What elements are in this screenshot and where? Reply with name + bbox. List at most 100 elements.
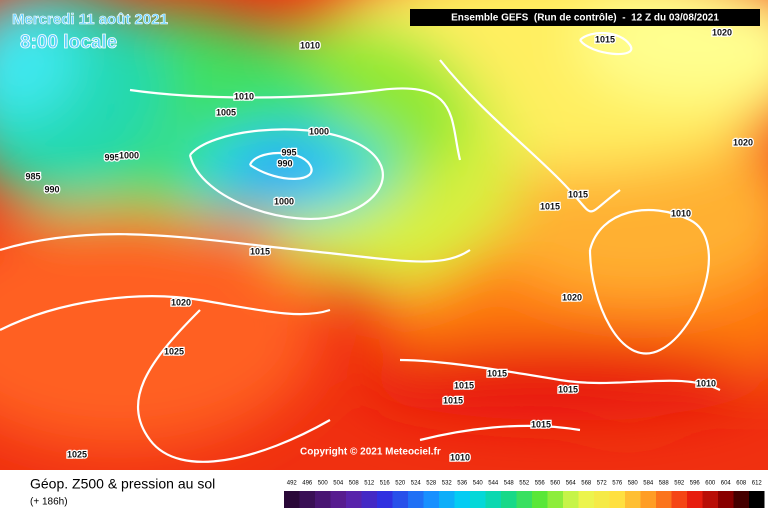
isobar-label: 1010 [234, 91, 254, 101]
isobar-label: 1010 [450, 452, 470, 462]
scale-swatch [702, 491, 718, 508]
scale-label: 580 [628, 481, 639, 487]
scale-swatch [516, 491, 532, 508]
scale-label: 584 [643, 481, 654, 487]
isobar-label: 1015 [454, 380, 474, 390]
scale-swatch [656, 491, 672, 508]
isobar [188, 128, 384, 220]
scale-label: 608 [736, 481, 747, 487]
isobar-label: 1015 [595, 34, 615, 44]
scale-swatch [423, 491, 439, 508]
isobar [419, 424, 581, 442]
scale-swatch [346, 491, 362, 508]
isobar-label: 1015 [443, 395, 463, 405]
scale-label: 540 [473, 481, 484, 487]
isobar-label: 1005 [216, 107, 236, 117]
isobar-label: 1010 [300, 40, 320, 50]
scale-swatch [718, 491, 734, 508]
scale-swatch [532, 491, 548, 508]
isobar [0, 233, 471, 263]
scale-swatch [547, 491, 563, 508]
scale-swatch [609, 491, 625, 508]
isobar [248, 151, 313, 180]
scale-swatch [485, 491, 501, 508]
scale-label: 588 [659, 481, 670, 487]
isobar-label: 1015 [250, 246, 270, 256]
scale-label: 548 [504, 481, 515, 487]
isobar-label: 1020 [712, 27, 732, 37]
scale-swatch [439, 491, 455, 508]
scale-label: 504 [333, 481, 344, 487]
isobar-label: 1025 [164, 346, 184, 356]
isobar-label: 1020 [562, 292, 582, 302]
isobar-label: 1000 [274, 196, 294, 206]
run-info: Ensemble GEFS (Run de contrôle) - 12 Z d… [451, 13, 719, 24]
scale-label: 524 [411, 481, 422, 487]
scale-label: 564 [566, 481, 577, 487]
scale-label: 492 [287, 481, 298, 487]
scale-swatch [749, 491, 765, 508]
isobar [136, 309, 331, 463]
scale-label: 508 [349, 481, 360, 487]
scale-label: 592 [674, 481, 685, 487]
scale-label: 552 [519, 481, 530, 487]
isobar-label: 1015 [568, 189, 588, 199]
isobar-label: 995 [281, 147, 296, 157]
scale-swatch [563, 491, 579, 508]
isobar-label: 1000 [119, 150, 139, 160]
scale-label: 512 [364, 481, 375, 487]
isobar-label: 1015 [531, 419, 551, 429]
scale-label: 568 [581, 481, 592, 487]
isobar [579, 32, 633, 56]
isobar-label: 985 [25, 171, 40, 181]
scale-label: 604 [721, 481, 732, 487]
scale-swatch [454, 491, 470, 508]
caption-lead: (+ 186h) [30, 497, 68, 508]
time: 8:00 locale [20, 32, 117, 53]
scale-label: 556 [535, 481, 546, 487]
scale-label: 500 [318, 481, 329, 487]
isobar-label: 1015 [487, 368, 507, 378]
scale-label: 516 [380, 481, 391, 487]
isobar-label: 1015 [540, 201, 560, 211]
scale-swatch [361, 491, 377, 508]
scale-label: 560 [550, 481, 561, 487]
isobar-label: 1020 [733, 137, 753, 147]
isobar [439, 59, 621, 213]
scale-label: 536 [457, 481, 468, 487]
isobar-label: 990 [44, 184, 59, 194]
scale-label: 600 [705, 481, 716, 487]
scale-swatch [330, 491, 346, 508]
isobar-label: 1010 [696, 378, 716, 388]
isobar-label: 1025 [67, 449, 87, 459]
scale-swatch [315, 491, 331, 508]
scale-swatch [284, 491, 300, 508]
scale-swatch [625, 491, 641, 508]
scale-label: 612 [752, 481, 763, 487]
scale-swatch [408, 491, 424, 508]
scale-swatch [594, 491, 610, 508]
scale-swatch [687, 491, 703, 508]
isobar [0, 295, 331, 331]
scale-label: 596 [690, 481, 701, 487]
scale-label: 572 [597, 481, 608, 487]
scale-swatch [671, 491, 687, 508]
scale-swatch [501, 491, 517, 508]
run-box [410, 9, 760, 26]
scale-label: 532 [442, 481, 453, 487]
isobar [129, 87, 462, 161]
copyright: Copyright © 2021 Meteociel.fr [300, 447, 441, 458]
scale-label: 576 [612, 481, 623, 487]
isobar-label: 995 [104, 152, 119, 162]
scale-swatch [392, 491, 408, 508]
scale-label: 496 [302, 481, 313, 487]
isobar-label: 1010 [671, 208, 691, 218]
isobar [588, 208, 710, 355]
scale-label: 520 [395, 481, 406, 487]
isobar [399, 358, 721, 391]
isobar-label: 1000 [309, 126, 329, 136]
caption-title: Géop. Z500 & pression au sol [30, 476, 215, 492]
